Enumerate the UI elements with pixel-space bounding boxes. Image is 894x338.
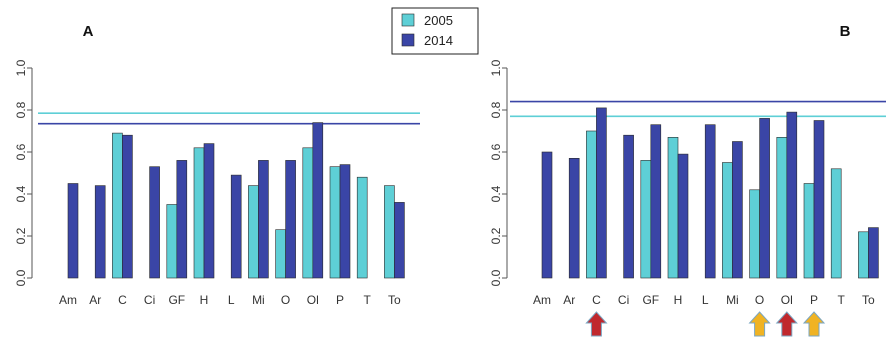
y-tick-label: 0.2 xyxy=(489,227,503,244)
bar-2014-Am xyxy=(67,183,79,279)
y-tick-label: 0.0 xyxy=(14,269,28,286)
x-category-label: H xyxy=(674,293,683,307)
x-category-label: T xyxy=(838,293,846,307)
x-category-label: P xyxy=(810,293,818,307)
bar-2005-To xyxy=(858,231,869,279)
bar-2005-C xyxy=(112,132,123,279)
bar-2014-Ci xyxy=(149,166,160,279)
x-category-label: L xyxy=(228,293,235,307)
legend-swatch-2005 xyxy=(401,13,415,27)
bar-2005-Ol xyxy=(776,137,788,279)
x-category-label: H xyxy=(200,293,209,307)
y-tick-label: 1.0 xyxy=(14,59,28,76)
panel-letter: B xyxy=(840,23,851,40)
bar-2014-C xyxy=(122,134,133,279)
x-category-label: Am xyxy=(59,293,77,307)
bar-2014-Mi xyxy=(258,160,269,279)
panel-a: A 0.0 0.2 0.4 0.6 0.8 1.0 Am Ar C Ci GF H L Mi O Ol P T To xyxy=(14,23,420,307)
bar-2005-H xyxy=(667,137,679,279)
x-category-label: T xyxy=(364,293,372,307)
bar-2014-Mi xyxy=(732,141,743,279)
x-category-label: O xyxy=(755,293,764,307)
bar-2014-O xyxy=(285,160,296,279)
x-category-label: Ol xyxy=(307,293,319,307)
x-category-label: L xyxy=(702,293,709,307)
bar-2005-C xyxy=(586,130,597,279)
arrow-marker-yellow xyxy=(748,311,771,337)
arrow-marker-red xyxy=(585,311,608,337)
panel-letter: A xyxy=(83,23,94,40)
x-category-label: C xyxy=(118,293,127,307)
bar-2014-Ar xyxy=(94,185,106,279)
x-category-label: Ci xyxy=(144,293,155,307)
x-category-label: Ci xyxy=(618,293,629,307)
bar-2014-Ol xyxy=(312,122,324,279)
bar-2014-P xyxy=(339,164,351,279)
x-category-label: GF xyxy=(168,293,185,307)
y-tick-label: 0.0 xyxy=(489,269,503,286)
y-tick-label: 0.6 xyxy=(489,143,503,160)
bar-2005-H xyxy=(193,147,205,279)
bar-2014-To xyxy=(868,227,879,279)
y-tick-label: 0.8 xyxy=(489,101,503,118)
bar-2014-Am xyxy=(541,151,553,279)
bar-2005-O xyxy=(749,189,760,279)
bar-2014-C xyxy=(596,107,607,279)
arrow-marker-red xyxy=(775,311,798,337)
x-category-label: Ar xyxy=(563,293,575,307)
legend-label: 2005 xyxy=(424,13,453,28)
bar-2005-T xyxy=(356,176,368,279)
x-category-label: C xyxy=(592,293,601,307)
bar-2014-Ci xyxy=(623,134,634,279)
bar-2014-Ar xyxy=(568,158,580,279)
bar-2014-GF xyxy=(176,160,188,279)
bar-2005-P xyxy=(329,166,341,279)
y-tick-label: 0.8 xyxy=(14,101,28,118)
y-tick-label: 0.4 xyxy=(489,185,503,202)
y-tick-label: 1.0 xyxy=(489,59,503,76)
bar-2014-To xyxy=(394,202,405,279)
bar-2014-O xyxy=(759,118,770,279)
bar-2014-GF xyxy=(650,124,662,279)
bar-2005-GF xyxy=(640,160,652,279)
y-tick-label: 0.6 xyxy=(14,143,28,160)
x-category-label: GF xyxy=(642,293,659,307)
bar-2005-GF xyxy=(166,204,178,279)
bar-2005-P xyxy=(803,183,815,279)
x-category-label: To xyxy=(862,293,875,307)
bar-2014-L xyxy=(704,124,716,279)
y-tick-label: 0.4 xyxy=(14,185,28,202)
bar-2005-Mi xyxy=(722,162,733,279)
x-category-label: Mi xyxy=(252,293,265,307)
legend-label: 2014 xyxy=(424,33,453,48)
x-category-label: O xyxy=(281,293,290,307)
bar-2014-P xyxy=(813,120,825,279)
legend-swatch-2014 xyxy=(401,33,415,47)
x-category-label: Mi xyxy=(726,293,739,307)
x-category-label: Ar xyxy=(89,293,101,307)
legend: 2005 2014 xyxy=(391,7,479,55)
x-category-label: To xyxy=(388,293,401,307)
bar-2005-T xyxy=(830,168,842,279)
bar-2005-O xyxy=(275,229,286,279)
x-category-label: Am xyxy=(533,293,551,307)
bar-2014-Ol xyxy=(786,111,798,279)
panel-b: B 0.0 0.2 0.4 0.6 0.8 1.0 Am Ar C Ci GF H L Mi O Ol P T To xyxy=(489,23,886,337)
bar-2014-H xyxy=(203,143,215,279)
bar-2005-Ol xyxy=(302,147,314,279)
x-category-label: Ol xyxy=(781,293,793,307)
arrow-marker-yellow xyxy=(802,311,826,337)
bar-2005-To xyxy=(384,185,395,279)
bar-2005-Mi xyxy=(248,185,259,279)
x-category-label: P xyxy=(336,293,344,307)
bar-2014-L xyxy=(230,174,242,279)
bar-2014-H xyxy=(677,153,689,279)
y-tick-label: 0.2 xyxy=(14,227,28,244)
